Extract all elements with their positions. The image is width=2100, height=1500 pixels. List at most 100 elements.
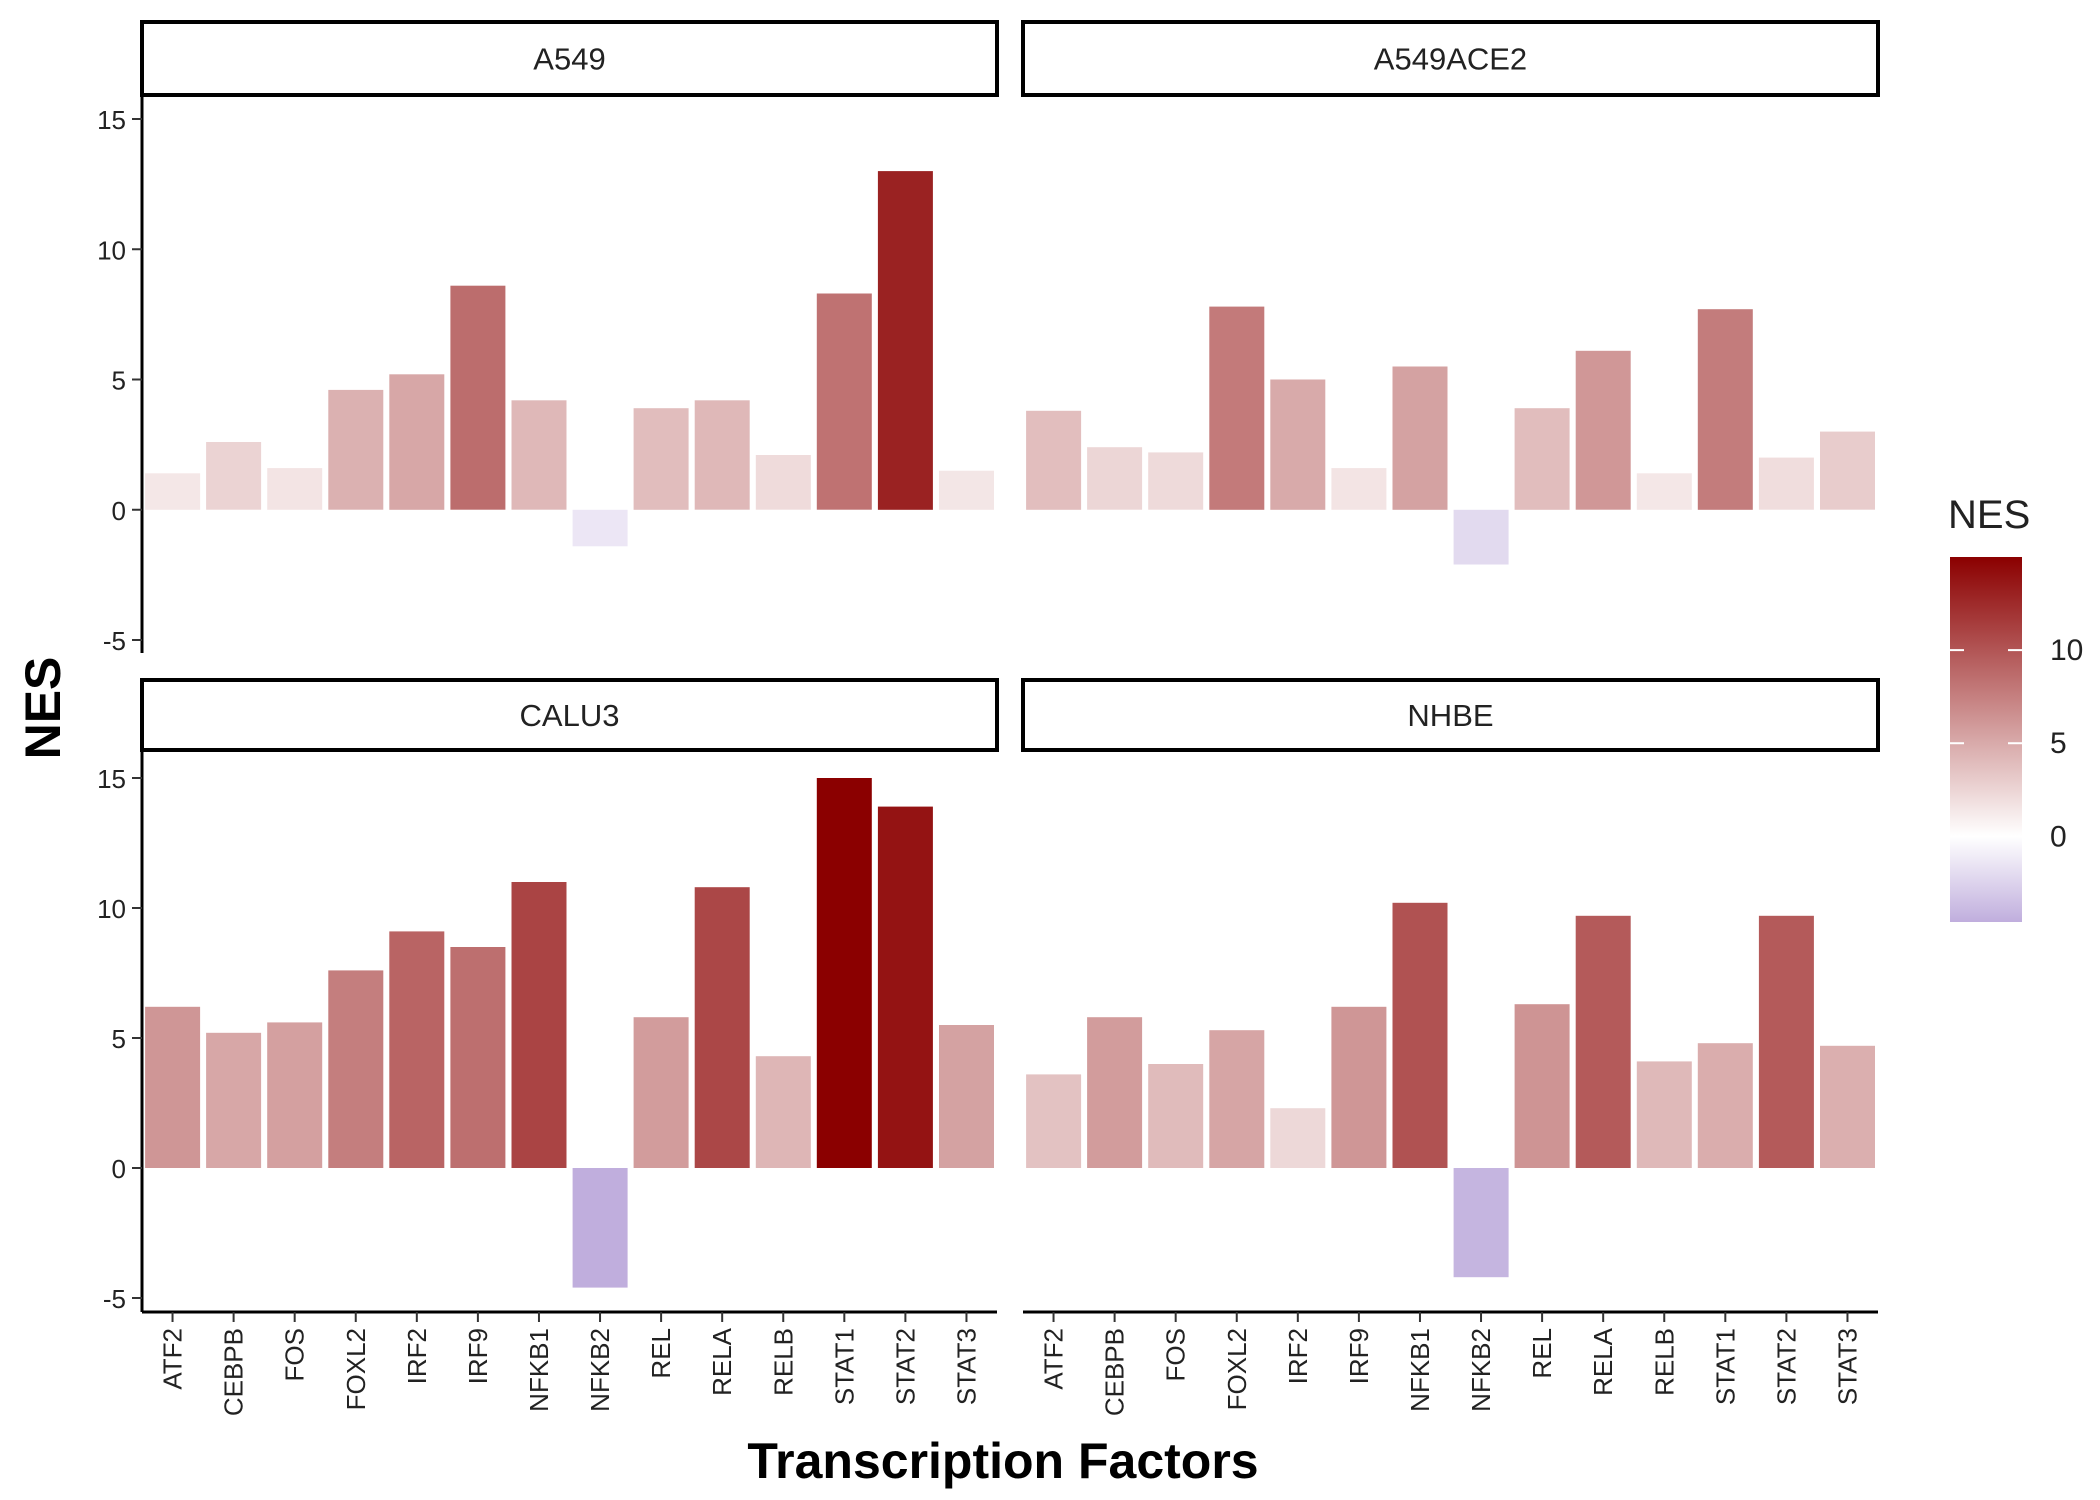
bar-stat1 [1697, 1043, 1753, 1168]
panel-a549ace2: A549ACE2 [1021, 20, 1880, 565]
panel-calu3: CALU3 -5 0 5 10 15 ATF2 CEBPB FOS FOXL2 IRF2 IRF9 NF… [97, 678, 999, 1416]
bar-atf2 [1026, 410, 1082, 510]
legend-tick-label: 0 [2050, 820, 2067, 853]
bar-relb [1636, 1061, 1692, 1168]
bar-stat2 [877, 171, 933, 510]
x-tick-label: ATF2 [158, 1328, 188, 1390]
bar-cebpb [1087, 447, 1143, 510]
bar-irf2 [1270, 379, 1326, 510]
panel-nhbe: NHBE ATF2 CEBPB FOS FOXL2 IRF2 IRF9 NFKB1 NFKB2 R… [1021, 678, 1880, 1416]
bar-fos [267, 468, 323, 510]
x-tick-label: IRF2 [402, 1328, 432, 1384]
legend-title: NES [1948, 493, 2030, 537]
color-legend: NES 0 5 10 [1948, 493, 2083, 922]
x-tick-label: NFKB1 [1405, 1328, 1435, 1412]
y-tick-label: 15 [97, 764, 126, 794]
bar-atf2 [145, 1006, 201, 1168]
bar-fos [1148, 1064, 1204, 1168]
bar-stat3 [939, 470, 994, 510]
y-tick-label: 10 [97, 235, 126, 265]
bar-cebpb [1087, 1017, 1143, 1168]
bar-rela [694, 887, 750, 1168]
x-tick-label: RELA [1588, 1327, 1618, 1396]
x-tick-label: FOXL2 [341, 1328, 371, 1410]
x-tick-label: RELA [707, 1327, 737, 1396]
bar-atf2 [1026, 1074, 1082, 1168]
bar-irf9 [450, 285, 506, 510]
facet-strip [1021, 678, 1880, 752]
x-tick-label: FOS [1161, 1328, 1191, 1381]
bar-nfkb2 [1453, 1168, 1509, 1278]
bar-irf2 [389, 931, 445, 1168]
bar-irf9 [1331, 1006, 1387, 1168]
bar-relb [755, 455, 811, 510]
y-tick-label: 15 [97, 105, 126, 135]
x-tick-label: FOS [280, 1328, 310, 1381]
bar-stat1 [816, 293, 872, 510]
bar-nfkb1 [511, 882, 567, 1168]
bar-stat2 [1758, 915, 1814, 1168]
bar-foxl2 [1209, 306, 1265, 510]
y-axis-title: NES [15, 657, 71, 760]
bar-stat3 [1820, 1045, 1875, 1168]
bar-stat2 [1758, 457, 1814, 510]
bar-cebpb [206, 1032, 262, 1168]
x-tick-label: STAT1 [829, 1328, 859, 1405]
bar-stat1 [816, 778, 872, 1168]
bar-irf2 [389, 374, 445, 510]
bar-rel [633, 408, 689, 510]
x-tick-label: CEBPB [219, 1328, 249, 1416]
y-tick-label: 5 [112, 1024, 126, 1054]
bar-stat3 [1820, 431, 1875, 510]
x-tick-label: STAT1 [1710, 1328, 1740, 1405]
bar-rela [1575, 350, 1631, 510]
bar-nfkb2 [572, 1168, 628, 1288]
facet-strip [140, 20, 999, 97]
x-tick-label: STAT3 [952, 1328, 982, 1405]
legend-tick-label: 5 [2050, 727, 2067, 760]
y-tick-label: 0 [112, 496, 126, 526]
bar-rel [1514, 408, 1570, 510]
bar-relb [755, 1056, 811, 1168]
bar-nfkb1 [1392, 902, 1448, 1168]
x-tick-label: IRF2 [1283, 1328, 1313, 1384]
facet-strip-label: CALU3 [520, 698, 620, 733]
x-tick-label: STAT2 [1771, 1328, 1801, 1405]
bar-cebpb [206, 442, 262, 510]
bar-fos [1148, 452, 1204, 510]
x-tick-label: ATF2 [1039, 1328, 1069, 1390]
facet-strip-label: A549 [533, 42, 605, 77]
facet-strip [1021, 20, 1880, 97]
bar-irf2 [1270, 1108, 1326, 1168]
bar-rela [694, 400, 750, 510]
panel-a549: A549 -5 0 5 10 15 [97, 20, 999, 656]
x-tick-label: IRF9 [1344, 1328, 1374, 1384]
x-tick-label: REL [646, 1328, 676, 1379]
y-tick-label: -5 [103, 626, 126, 656]
y-tick-label: -5 [103, 1284, 126, 1314]
y-tick-label: 0 [112, 1154, 126, 1184]
x-tick-label: STAT2 [890, 1328, 920, 1405]
x-tick-label: NFKB1 [524, 1328, 554, 1412]
x-tick-label: NFKB2 [1466, 1328, 1496, 1412]
y-tick-label: 10 [97, 894, 126, 924]
bar-nfkb2 [1453, 509, 1509, 565]
x-tick-label: RELB [1649, 1328, 1679, 1396]
bar-foxl2 [328, 389, 384, 510]
x-tick-label: NFKB2 [585, 1328, 615, 1412]
bar-atf2 [145, 473, 201, 510]
facet-strip-label: NHBE [1407, 698, 1493, 733]
x-tick-label: CEBPB [1100, 1328, 1130, 1416]
bar-nfkb2 [572, 509, 628, 547]
bar-stat1 [1697, 309, 1753, 510]
x-axis-title: Transcription Factors [747, 1433, 1258, 1489]
bar-irf9 [1331, 468, 1387, 510]
bar-stat2 [877, 806, 933, 1168]
bar-rel [1514, 1004, 1570, 1168]
x-tick-label: IRF9 [463, 1328, 493, 1384]
bar-stat3 [939, 1025, 994, 1168]
bar-relb [1636, 473, 1692, 510]
bar-nfkb1 [1392, 366, 1448, 510]
y-tick-label: 5 [112, 366, 126, 396]
facet-strip-label: A549ACE2 [1374, 42, 1527, 77]
